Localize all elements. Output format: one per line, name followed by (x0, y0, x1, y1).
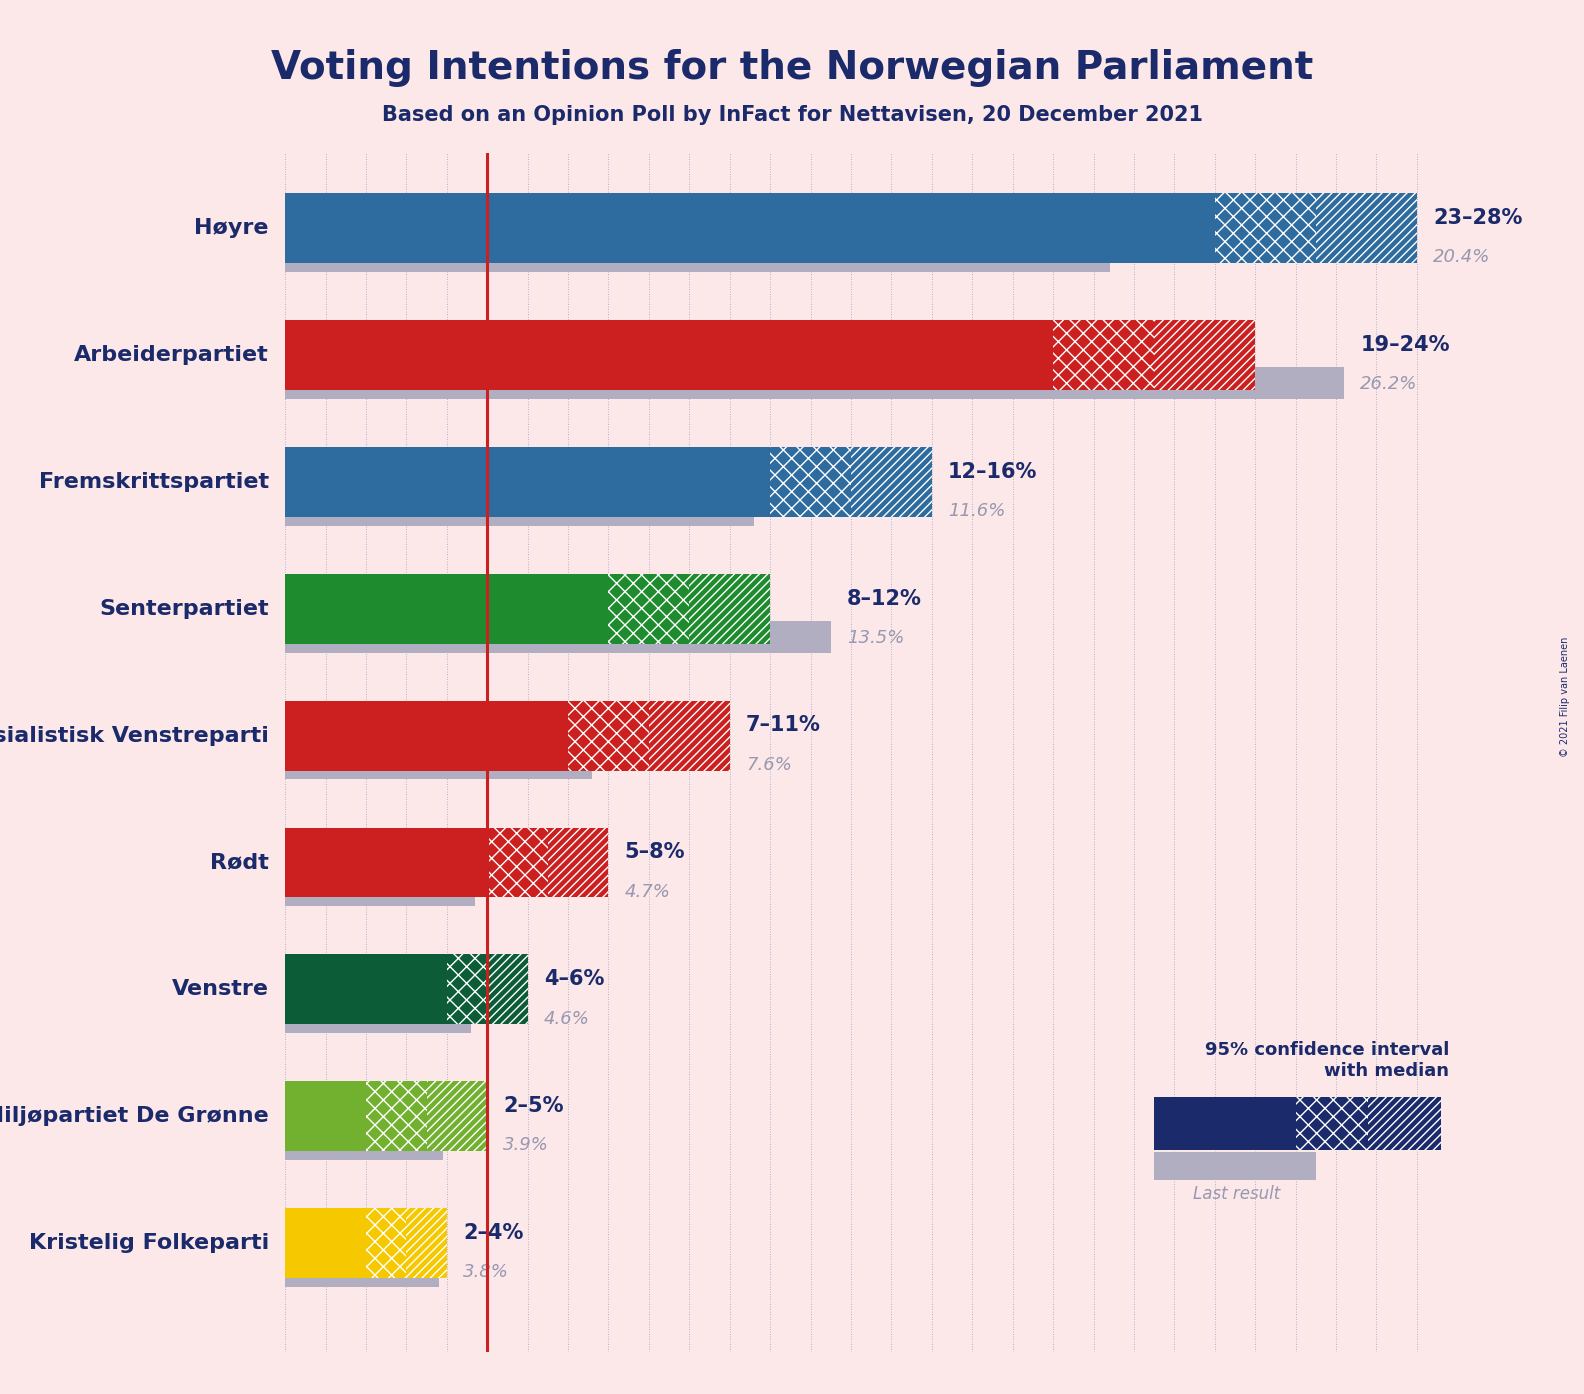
Bar (770, 447, 851, 517)
Bar (285, 828, 488, 898)
Text: Rødt: Rødt (211, 853, 269, 873)
Text: Voting Intentions for the Norwegian Parliament: Voting Intentions for the Norwegian Parl… (271, 49, 1313, 86)
Text: Based on an Opinion Poll by InFact for Nettavisen, 20 December 2021: Based on an Opinion Poll by InFact for N… (382, 105, 1202, 124)
Bar (1053, 321, 1155, 390)
Bar (285, 747, 592, 779)
Text: 11.6%: 11.6% (947, 502, 1006, 520)
Bar (285, 194, 1215, 263)
Bar (285, 493, 754, 526)
Text: Last result: Last result (1193, 1185, 1280, 1203)
Text: 8–12%: 8–12% (847, 588, 922, 609)
Bar (548, 828, 608, 898)
Text: 19–24%: 19–24% (1361, 335, 1449, 355)
Text: 3.9%: 3.9% (504, 1136, 550, 1154)
Bar (447, 955, 488, 1025)
Text: Venstre: Venstre (173, 980, 269, 999)
Bar (285, 955, 447, 1025)
Bar (285, 874, 475, 906)
Bar (689, 574, 770, 644)
Bar (1155, 1097, 1296, 1150)
Text: Fremskrittspartiet: Fremskrittspartiet (40, 473, 269, 492)
Bar (608, 574, 689, 644)
Bar (285, 367, 1345, 399)
Text: Sosialistisk Venstreparti: Sosialistisk Venstreparti (0, 726, 269, 746)
Bar (1369, 1097, 1441, 1150)
Text: Arbeiderpartiet: Arbeiderpartiet (74, 346, 269, 365)
Bar (285, 240, 1110, 272)
Bar (285, 321, 1053, 390)
Bar (426, 1082, 488, 1151)
Bar (366, 1209, 407, 1278)
Bar (285, 1001, 470, 1033)
Bar (285, 1082, 366, 1151)
Text: 2–5%: 2–5% (504, 1096, 564, 1117)
Bar (366, 1082, 426, 1151)
Text: Høyre: Høyre (195, 219, 269, 238)
Text: 2–4%: 2–4% (463, 1223, 523, 1243)
Bar (285, 620, 830, 652)
Text: 3.8%: 3.8% (463, 1263, 508, 1281)
Text: 23–28%: 23–28% (1434, 208, 1522, 229)
Bar (285, 701, 569, 771)
Bar (1296, 1097, 1369, 1150)
Text: Senterpartiet: Senterpartiet (100, 599, 269, 619)
Text: 4.7%: 4.7% (624, 882, 670, 901)
Text: Miljøpartiet De Grønne: Miljøpartiet De Grønne (0, 1107, 269, 1126)
Text: 7.6%: 7.6% (746, 756, 792, 774)
Text: 20.4%: 20.4% (1434, 248, 1491, 266)
Bar (569, 701, 649, 771)
Bar (285, 574, 608, 644)
Bar (851, 447, 931, 517)
Text: 5–8%: 5–8% (624, 842, 686, 863)
Text: 12–16%: 12–16% (947, 461, 1038, 482)
Bar (407, 1209, 447, 1278)
Bar (1155, 1151, 1316, 1179)
Text: Kristelig Folkeparti: Kristelig Folkeparti (29, 1234, 269, 1253)
Bar (488, 828, 548, 898)
Bar (1215, 194, 1316, 263)
Bar (285, 1255, 439, 1287)
Bar (1316, 194, 1416, 263)
Text: © 2021 Filip van Laenen: © 2021 Filip van Laenen (1560, 637, 1570, 757)
Text: 4.6%: 4.6% (543, 1009, 589, 1027)
Bar (285, 447, 770, 517)
Text: 95% confidence interval
with median: 95% confidence interval with median (1205, 1041, 1449, 1080)
Bar (285, 1209, 366, 1278)
Bar (1155, 321, 1255, 390)
Bar (285, 1128, 444, 1160)
Bar (488, 955, 527, 1025)
Text: 7–11%: 7–11% (746, 715, 821, 736)
Text: 26.2%: 26.2% (1361, 375, 1418, 393)
Bar (649, 701, 730, 771)
Text: 13.5%: 13.5% (847, 629, 904, 647)
Text: 4–6%: 4–6% (543, 969, 604, 990)
